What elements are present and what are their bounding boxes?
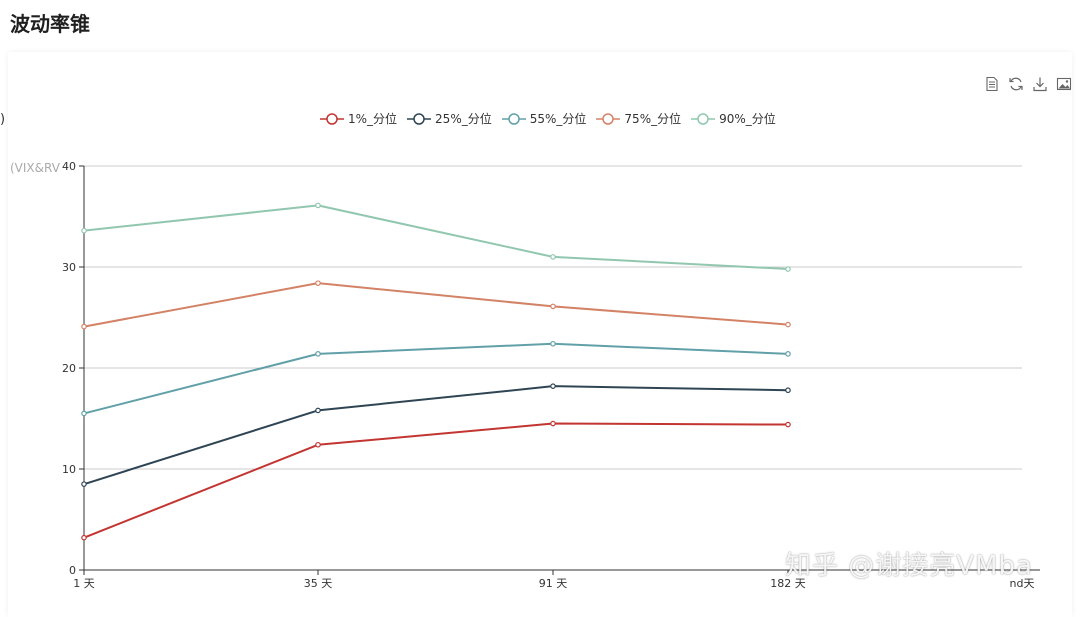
legend-label: 1%_分位	[348, 112, 398, 126]
series-line	[83, 282, 789, 328]
data-point	[785, 266, 791, 272]
legend-line-circle-icon	[596, 112, 621, 125]
legend-label: 25%_分位	[435, 112, 492, 126]
y-tick-label: 10	[62, 463, 76, 476]
data-point	[785, 387, 791, 394]
data-point	[315, 407, 321, 414]
chart-card	[8, 52, 1072, 617]
data-view-icon[interactable]	[984, 76, 1000, 92]
legend-label: 55%_分位	[529, 112, 587, 126]
data-point	[785, 351, 791, 357]
legend-line-circle-icon	[320, 112, 344, 125]
series-line	[83, 385, 789, 486]
x-tick-label: 91 天	[539, 577, 568, 590]
download-icon[interactable]	[1032, 76, 1048, 92]
y-tick-label: 30	[62, 261, 76, 274]
restore-icon[interactable]	[1008, 76, 1024, 92]
y-tick-label: 40	[62, 160, 76, 173]
legend-label: 90%_分位	[719, 112, 776, 126]
data-point	[315, 202, 321, 209]
series-line	[83, 342, 789, 415]
x-tick-label: 35 天	[304, 577, 333, 590]
data-point	[81, 323, 87, 330]
legend-item[interactable]: 75%_分位	[596, 110, 681, 127]
data-point	[550, 420, 556, 427]
y-tick-label: 0	[69, 564, 76, 577]
data-point	[550, 303, 556, 310]
data-point	[315, 280, 321, 286]
data-point	[550, 254, 556, 260]
data-point	[81, 410, 87, 417]
y-axis-label: (VIX&RV	[10, 161, 61, 175]
x-axis-end-label: nd天	[1010, 577, 1035, 590]
legend-line-circle-icon	[407, 112, 432, 125]
legend-label: 75%_分位	[624, 112, 682, 126]
legend-item[interactable]: 90%_分位	[691, 110, 776, 127]
data-point	[81, 481, 87, 487]
legend-item[interactable]: 1%_分位	[320, 110, 397, 127]
y-tick-label: 20	[62, 362, 76, 375]
data-point	[315, 441, 321, 448]
legend-item[interactable]: 25%_分位	[407, 110, 492, 127]
x-tick-label: 1 天	[73, 577, 95, 590]
data-point	[785, 321, 791, 328]
series-line	[83, 204, 789, 271]
left-paren-fragment: )	[0, 112, 6, 127]
save-image-icon[interactable]	[1056, 76, 1072, 92]
data-point	[81, 227, 87, 234]
chart-toolbox	[984, 76, 1072, 92]
x-tick-label: 182 天	[770, 577, 806, 590]
legend-item[interactable]: 55%_分位	[501, 110, 587, 127]
series-line	[83, 422, 789, 539]
data-point	[785, 421, 791, 428]
watermark: 知乎 @谢接亮VMba	[785, 551, 1033, 581]
data-point	[315, 351, 321, 357]
legend-line-circle-icon	[691, 112, 716, 125]
page-title: 波动率锥	[10, 12, 90, 36]
data-point	[550, 340, 556, 347]
data-point	[81, 534, 87, 541]
data-point	[550, 383, 556, 389]
legend-line-circle-icon	[501, 112, 526, 125]
chart-legend: 1%_分位 25%_分位 55%_分位 75%_分位 90%_分位	[320, 110, 776, 127]
